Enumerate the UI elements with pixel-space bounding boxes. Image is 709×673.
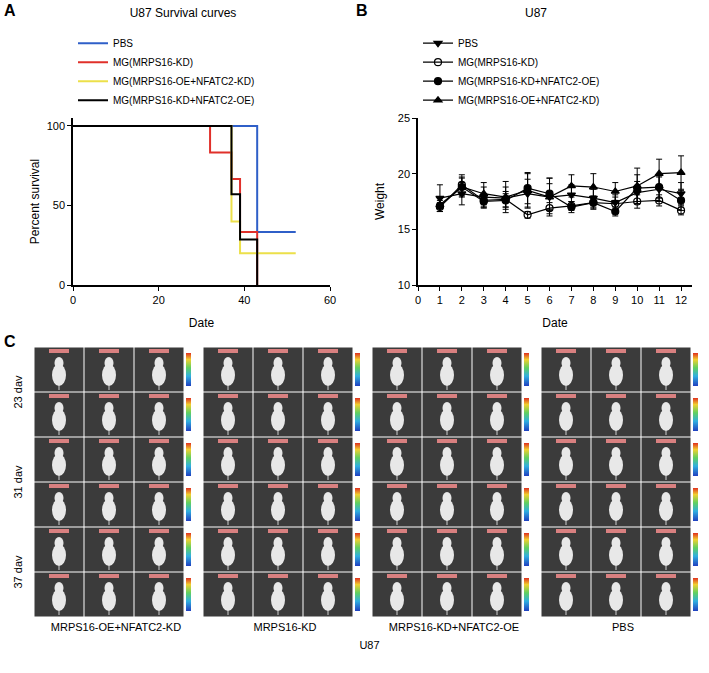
svg-text:0: 0 xyxy=(70,294,76,306)
svg-text:9: 9 xyxy=(612,294,618,306)
svg-text:40: 40 xyxy=(238,294,250,306)
svg-text:25: 25 xyxy=(398,112,410,124)
svg-text:MRPS16-KD+NFATC2-OE: MRPS16-KD+NFATC2-OE xyxy=(389,621,519,633)
svg-text:15: 15 xyxy=(398,223,410,235)
svg-text:10: 10 xyxy=(398,279,410,291)
svg-text:MRPS16-KD: MRPS16-KD xyxy=(254,621,317,633)
svg-text:2: 2 xyxy=(459,294,465,306)
svg-text:3: 3 xyxy=(481,294,487,306)
svg-text:C: C xyxy=(4,333,16,350)
svg-text:MG(MRPS16-OE+NFATC2-KD): MG(MRPS16-OE+NFATC2-KD) xyxy=(113,76,254,87)
svg-text:PBS: PBS xyxy=(612,621,634,633)
html-text:A: A xyxy=(4,2,16,19)
svg-text:31 dav: 31 dav xyxy=(12,465,24,499)
html-text:B: B xyxy=(356,2,368,19)
svg-text:MG(MRPS16-OE+NFATC2-KD): MG(MRPS16-OE+NFATC2-KD) xyxy=(458,95,599,106)
svg-text:50: 50 xyxy=(53,199,65,211)
svg-text:PBS: PBS xyxy=(113,38,133,49)
svg-text:23 dav: 23 dav xyxy=(12,375,24,409)
svg-text:60: 60 xyxy=(324,294,336,306)
svg-text:PBS: PBS xyxy=(458,38,478,49)
svg-text:1: 1 xyxy=(437,294,443,306)
svg-text:MG(MRPS16-KD+NFATC2-OE): MG(MRPS16-KD+NFATC2-OE) xyxy=(113,95,254,106)
svg-text:Weight: Weight xyxy=(373,182,387,220)
svg-text:Percent survival: Percent survival xyxy=(28,159,42,244)
svg-text:37 dav: 37 dav xyxy=(12,555,24,589)
svg-text:5: 5 xyxy=(525,294,531,306)
svg-text:MG(MRPS16-KD): MG(MRPS16-KD) xyxy=(113,57,193,68)
svg-text:11: 11 xyxy=(653,294,664,306)
svg-text:U87: U87 xyxy=(525,6,547,20)
svg-text:7: 7 xyxy=(568,294,574,306)
svg-text:0: 0 xyxy=(415,294,421,306)
svg-text:MRPS16-OE+NFATC2-KD: MRPS16-OE+NFATC2-KD xyxy=(51,621,181,633)
svg-text:10: 10 xyxy=(631,294,643,306)
svg-text:8: 8 xyxy=(590,294,596,306)
svg-text:100: 100 xyxy=(47,120,65,132)
svg-text:U87 Survival curves: U87 Survival curves xyxy=(130,6,237,20)
svg-text:U87: U87 xyxy=(359,639,379,651)
svg-text:6: 6 xyxy=(546,294,552,306)
svg-text:MG(MRPS16-KD): MG(MRPS16-KD) xyxy=(458,57,538,68)
svg-text:12: 12 xyxy=(675,294,687,306)
svg-text:Date: Date xyxy=(189,316,215,330)
svg-text:4: 4 xyxy=(503,294,509,306)
svg-text:0: 0 xyxy=(59,279,65,291)
svg-text:20: 20 xyxy=(398,168,410,180)
svg-text:Date: Date xyxy=(542,316,568,330)
svg-text:MG(MRPS16-KD+NFATC2-OE): MG(MRPS16-KD+NFATC2-OE) xyxy=(458,76,599,87)
svg-text:20: 20 xyxy=(153,294,165,306)
